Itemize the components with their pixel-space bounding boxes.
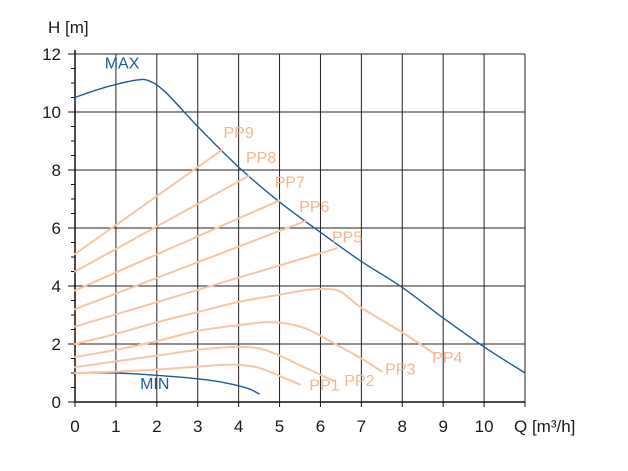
y-tick-label: 12 xyxy=(42,45,61,64)
y-axis-title: H [m] xyxy=(48,18,89,37)
series-line-pp8 xyxy=(74,174,250,273)
series-label-pp7: PP7 xyxy=(275,174,305,191)
x-tick-label: 4 xyxy=(234,417,243,436)
series-label-pp8: PP8 xyxy=(246,150,276,167)
series-line-min xyxy=(74,372,260,395)
y-tick-label: 10 xyxy=(42,103,61,122)
x-tick-label: 7 xyxy=(357,417,366,436)
series-line-max xyxy=(74,78,526,374)
series-line-pp1 xyxy=(74,363,301,386)
series-line-pp4 xyxy=(74,287,436,356)
x-tick-label: 3 xyxy=(193,417,202,436)
series-line-pp9 xyxy=(74,148,224,256)
x-tick-label: 9 xyxy=(438,417,447,436)
y-tick-label: 0 xyxy=(52,393,61,412)
series-line-pp5 xyxy=(74,247,338,328)
series-label-pp6: PP6 xyxy=(299,199,329,216)
y-tick-label: 6 xyxy=(52,219,61,238)
x-tick-label: 6 xyxy=(316,417,325,436)
x-tick-label: 1 xyxy=(111,417,120,436)
series-line-pp7 xyxy=(74,199,281,292)
x-tick-label: 5 xyxy=(275,417,284,436)
series-label-pp1: PP1 xyxy=(309,377,339,394)
y-tick-label: 4 xyxy=(52,277,61,296)
x-tick-label: 8 xyxy=(398,417,407,436)
grid-lines xyxy=(75,53,526,402)
series-label-pp9: PP9 xyxy=(224,125,254,142)
series-label-pp3: PP3 xyxy=(385,361,415,378)
series-label-pp4: PP4 xyxy=(432,350,462,367)
series-label-min: MIN xyxy=(140,376,169,393)
series-line-pp3 xyxy=(74,321,383,373)
y-tick-label: 2 xyxy=(52,335,61,354)
series-label-pp2: PP2 xyxy=(344,373,374,390)
series-line-pp6 xyxy=(74,219,308,311)
x-tick-label: 0 xyxy=(70,417,79,436)
series-label-pp5: PP5 xyxy=(332,230,362,247)
x-axis-title: Q [m³/h] xyxy=(514,417,575,436)
series-label-max: MAX xyxy=(105,56,140,73)
series-group xyxy=(74,78,526,395)
x-tick-label: 10 xyxy=(475,417,494,436)
y-tick-label: 8 xyxy=(52,161,61,180)
x-tick-label: 2 xyxy=(152,417,161,436)
series-line-pp2 xyxy=(74,345,334,382)
